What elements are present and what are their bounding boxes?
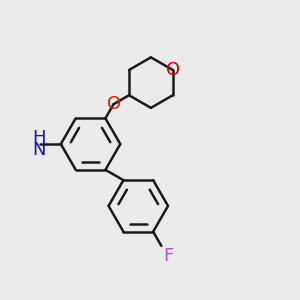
Text: H: H: [32, 129, 45, 147]
Text: O: O: [166, 61, 180, 79]
Text: O: O: [106, 95, 121, 113]
Text: F: F: [163, 247, 173, 265]
Text: N: N: [32, 141, 45, 159]
